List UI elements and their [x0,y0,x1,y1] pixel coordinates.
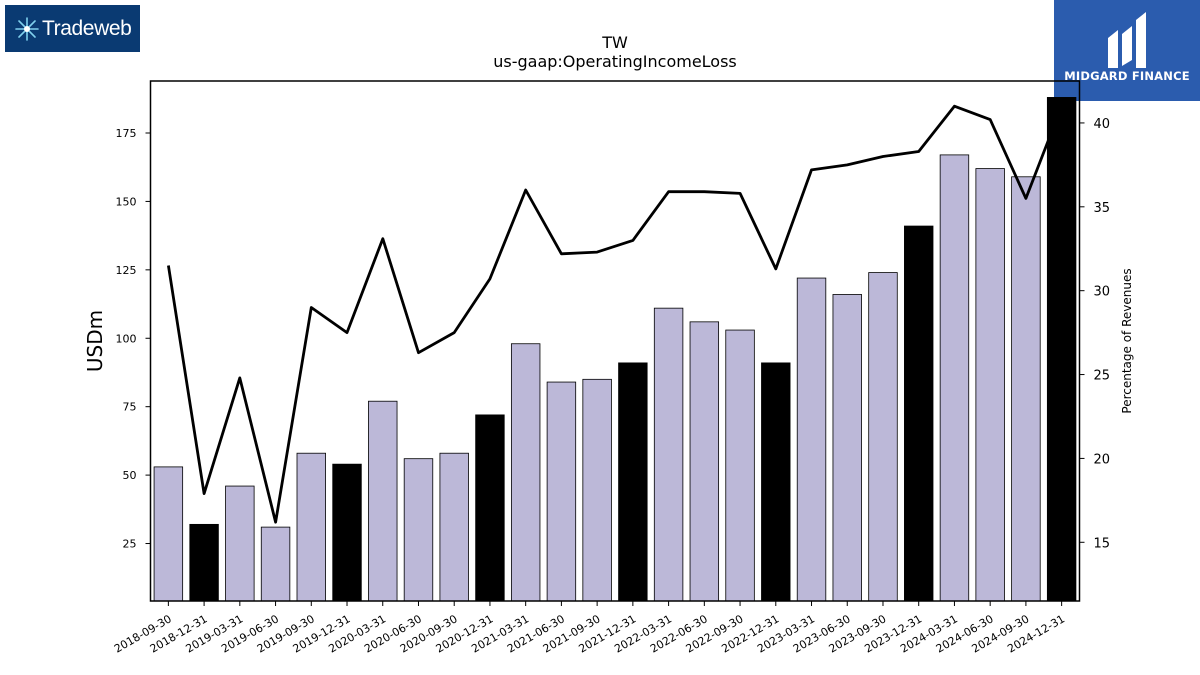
y-tick-label: 50 [123,469,137,482]
bar-2023-03-31 [796,277,827,602]
bar-2021-09-30 [582,378,612,602]
bar-2021-12-31 [618,362,648,602]
bar-2021-06-30 [546,381,577,602]
line-series [167,104,1063,524]
bar-2020-12-31 [475,414,505,602]
tradeweb-burst-icon [15,16,39,41]
bar-series [153,97,1077,602]
x-axis: 2018-09-302018-12-312019-03-312019-06-30… [112,601,1067,656]
bar-2018-12-31 [189,523,219,602]
y-axis-right: 15 20 25 30 35 40 [1079,117,1111,551]
bar-2019-03-31 [225,485,255,602]
bar-2024-06-30 [975,168,1005,602]
tradeweb-logo: Tradeweb [5,5,140,52]
y-tick-label: 100 [116,332,137,345]
plot-frame [149,80,1081,602]
y-tick-label: 150 [116,195,137,208]
chart-title: TW [601,33,628,52]
bar-2024-03-31 [939,154,970,602]
tradeweb-logo-text: Tradeweb [42,16,132,40]
percentage-line [167,104,1063,524]
bar-2023-06-30 [832,294,862,602]
bar-2019-12-31 [332,463,362,602]
y-tick-label: 75 [123,401,137,414]
bar-2019-06-30 [260,526,291,602]
bar-2022-09-30 [725,329,755,602]
y2-tick-label: 40 [1094,117,1111,132]
bar-2018-09-30 [153,466,184,602]
y-axis-label: USDm [83,310,107,372]
midgard-finance-logo-text: MIDGARD FINANCE [1064,69,1190,83]
bar-2022-06-30 [689,321,720,602]
y-tick-label: 25 [123,538,137,551]
y2-tick-label: 35 [1094,201,1111,216]
y2-tick-label: 25 [1094,369,1111,384]
y2-tick-label: 15 [1094,536,1111,551]
midgard-m-icon [1108,12,1146,68]
bar-2020-06-30 [403,458,434,602]
bar-2022-12-31 [761,362,791,602]
bar-2023-09-30 [868,272,898,602]
y2-tick-label: 20 [1094,452,1111,467]
y-tick-label: 125 [116,264,137,277]
y2-tick-label: 30 [1094,285,1111,300]
bar-2020-09-30 [439,452,469,602]
bar-2024-09-30 [1011,176,1041,602]
bar-2020-03-31 [368,400,398,602]
y-axis-left: 25 50 75 100 125 150 175 [116,127,151,551]
bar-2024-12-31 [1046,97,1077,602]
bar-2023-12-31 [904,225,934,602]
bar-2019-09-30 [296,452,326,602]
bar-2021-03-31 [510,343,541,602]
y-tick-label: 175 [116,127,137,140]
y2-axis-label: Percentage of Revenues [1120,268,1134,413]
bar-2022-03-31 [653,307,684,602]
chart-subtitle: us-gaap:OperatingIncomeLoss [493,52,737,71]
midgard-finance-logo: MIDGARD FINANCE [1054,0,1200,101]
